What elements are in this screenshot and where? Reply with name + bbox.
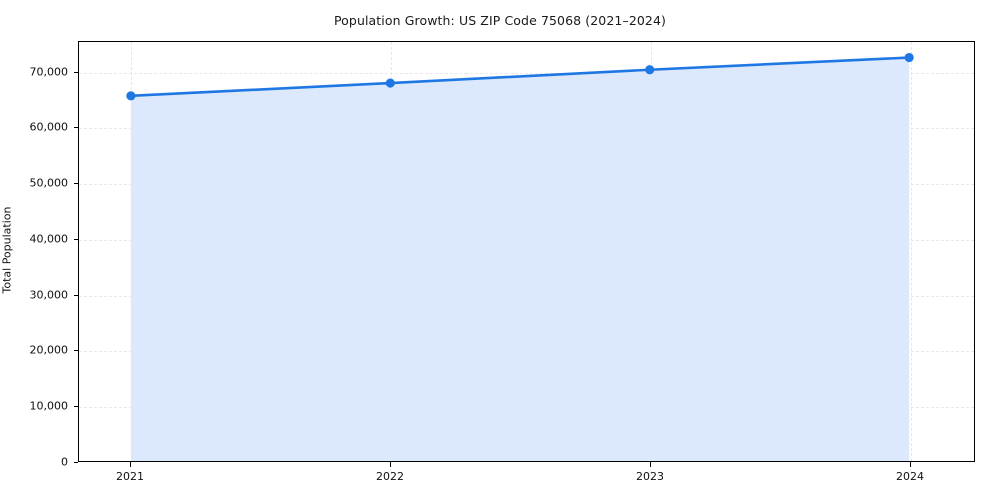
- y-tick-mark: [73, 238, 78, 240]
- x-tick-label: 2021: [116, 470, 144, 483]
- y-tick-mark: [73, 294, 78, 296]
- y-tick-mark: [73, 350, 78, 352]
- y-tick-label: 50,000: [29, 176, 69, 190]
- x-tick-mark: [910, 462, 911, 467]
- series-layer: [126, 52, 914, 461]
- y-tick-label: 60,000: [29, 120, 69, 134]
- y-tick-mark: [73, 71, 78, 73]
- data-point-marker: [385, 78, 395, 88]
- y-axis-label: Total Population: [0, 206, 14, 294]
- area-fill: [130, 57, 910, 461]
- y-tick-label: 70,000: [29, 65, 69, 79]
- y-tick-mark: [73, 462, 78, 463]
- x-tick-mark: [650, 462, 651, 467]
- data-point-marker: [645, 65, 655, 75]
- chart-title: Population Growth: US ZIP Code 75068 (20…: [333, 13, 667, 28]
- x-tick-mark: [390, 462, 391, 467]
- data-point-marker: [904, 52, 914, 63]
- plot-area: [78, 41, 975, 462]
- y-tick-label: 20,000: [29, 343, 69, 357]
- y-tick-mark: [73, 406, 78, 408]
- y-tick-label: 30,000: [29, 288, 69, 302]
- y-tick-label: 40,000: [29, 232, 69, 246]
- y-tick-mark: [73, 127, 78, 129]
- y-tick-label: 0: [61, 455, 68, 469]
- gridline-vertical: [911, 42, 912, 461]
- data-point-marker: [126, 91, 136, 101]
- x-tick-label: 2022: [376, 470, 404, 483]
- y-tick-mark: [73, 183, 78, 185]
- gridline-horizontal: [79, 72, 974, 74]
- series-line: [129, 56, 911, 98]
- x-tick-label: 2023: [636, 470, 664, 483]
- y-tick-label: 10,000: [29, 399, 69, 413]
- x-tick-mark: [130, 462, 131, 467]
- x-tick-label: 2024: [896, 470, 924, 483]
